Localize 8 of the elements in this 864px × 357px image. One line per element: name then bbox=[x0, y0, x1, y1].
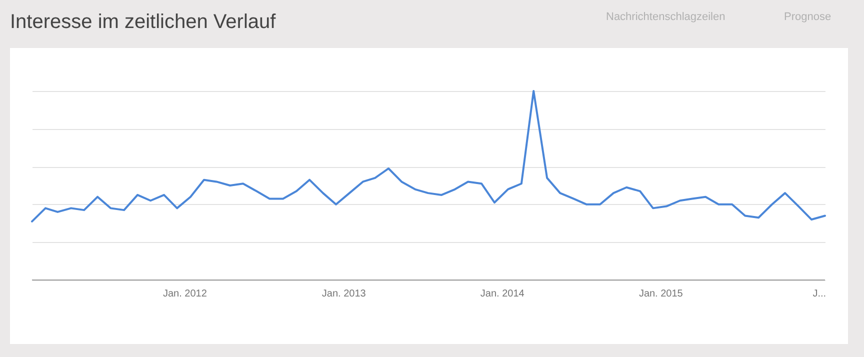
x-tick-label: Jan. 2015 bbox=[638, 288, 684, 300]
x-tick-label: Jan. 2012 bbox=[162, 288, 208, 300]
x-tick-label: Jan. 2013 bbox=[322, 288, 366, 300]
x-tick-label: J... bbox=[812, 288, 826, 300]
text: Nachrichtenschlagzeilen bbox=[606, 11, 726, 23]
chart-title: Interesse im zeitlichen Verlauf bbox=[10, 11, 276, 33]
text: Prognose bbox=[784, 11, 832, 23]
x-tick-label: Jan. 2014 bbox=[480, 288, 525, 300]
